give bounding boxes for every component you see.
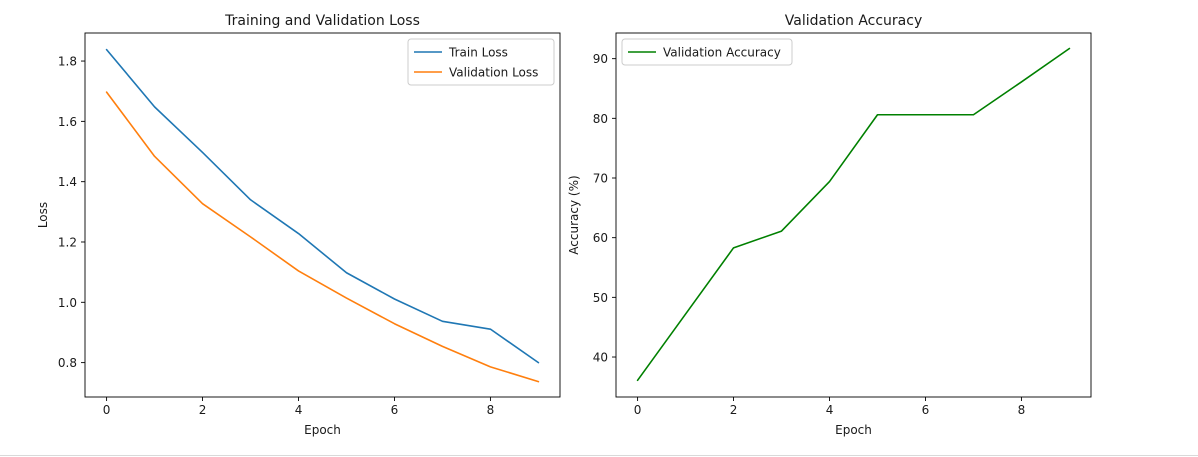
x-axis-label: Epoch [304,423,341,437]
x-axis-label: Epoch [835,423,872,437]
y-tick-label: 0.8 [58,356,77,370]
x-tick-label: 4 [826,403,834,417]
x-tick-label: 6 [922,403,930,417]
y-tick-label: 1.0 [58,296,77,310]
loss-chart: 0 2 4 6 8 0.8 1.0 1.2 1.4 1.6 1.8 Training and Vali… [36,13,561,437]
x-tick-label: 2 [730,403,738,417]
y-tick-label: 60 [593,231,608,245]
axes-frame [615,32,1092,398]
y-axis-label: Loss [36,202,50,228]
chart-title: Validation Accuracy [785,13,923,29]
y-tick-label: 90 [593,52,608,66]
x-tick-label: 8 [487,403,495,417]
y-tick-label: 70 [593,172,608,186]
accuracy-chart: 0 2 4 6 8 40 50 60 70 80 90 Validation Accuracy Epoc… [567,13,1092,437]
axes-frame [84,32,561,398]
y-tick-label: 50 [593,291,608,305]
legend-label: Validation Accuracy [663,46,781,60]
y-tick-label: 80 [593,112,608,126]
legend: Train Loss Validation Loss [407,38,555,86]
series-line-1 [105,48,540,364]
legend: Validation Accuracy [621,38,793,66]
y-axis-label: Accuracy (%) [567,175,581,254]
legend-label: Train Loss [448,46,508,60]
x-tick-label: 2 [199,403,207,417]
divider [0,455,1198,456]
x-tick-label: 0 [634,403,642,417]
series-line-1 [636,47,1071,382]
x-tick-label: 4 [295,403,303,417]
chart-title: Training and Validation Loss [224,13,420,29]
series-line-2 [105,91,540,383]
y-tick-label: 1.8 [58,55,77,69]
legend-label: Validation Loss [449,66,538,80]
y-tick-label: 40 [593,351,608,365]
x-tick-label: 8 [1018,403,1026,417]
legend-box [407,38,555,86]
y-tick-label: 1.6 [58,115,77,129]
legend-box [621,38,793,66]
y-tick-label: 1.2 [58,235,77,249]
x-tick-label: 6 [391,403,399,417]
x-tick-label: 0 [103,403,111,417]
y-tick-label: 1.4 [58,175,77,189]
